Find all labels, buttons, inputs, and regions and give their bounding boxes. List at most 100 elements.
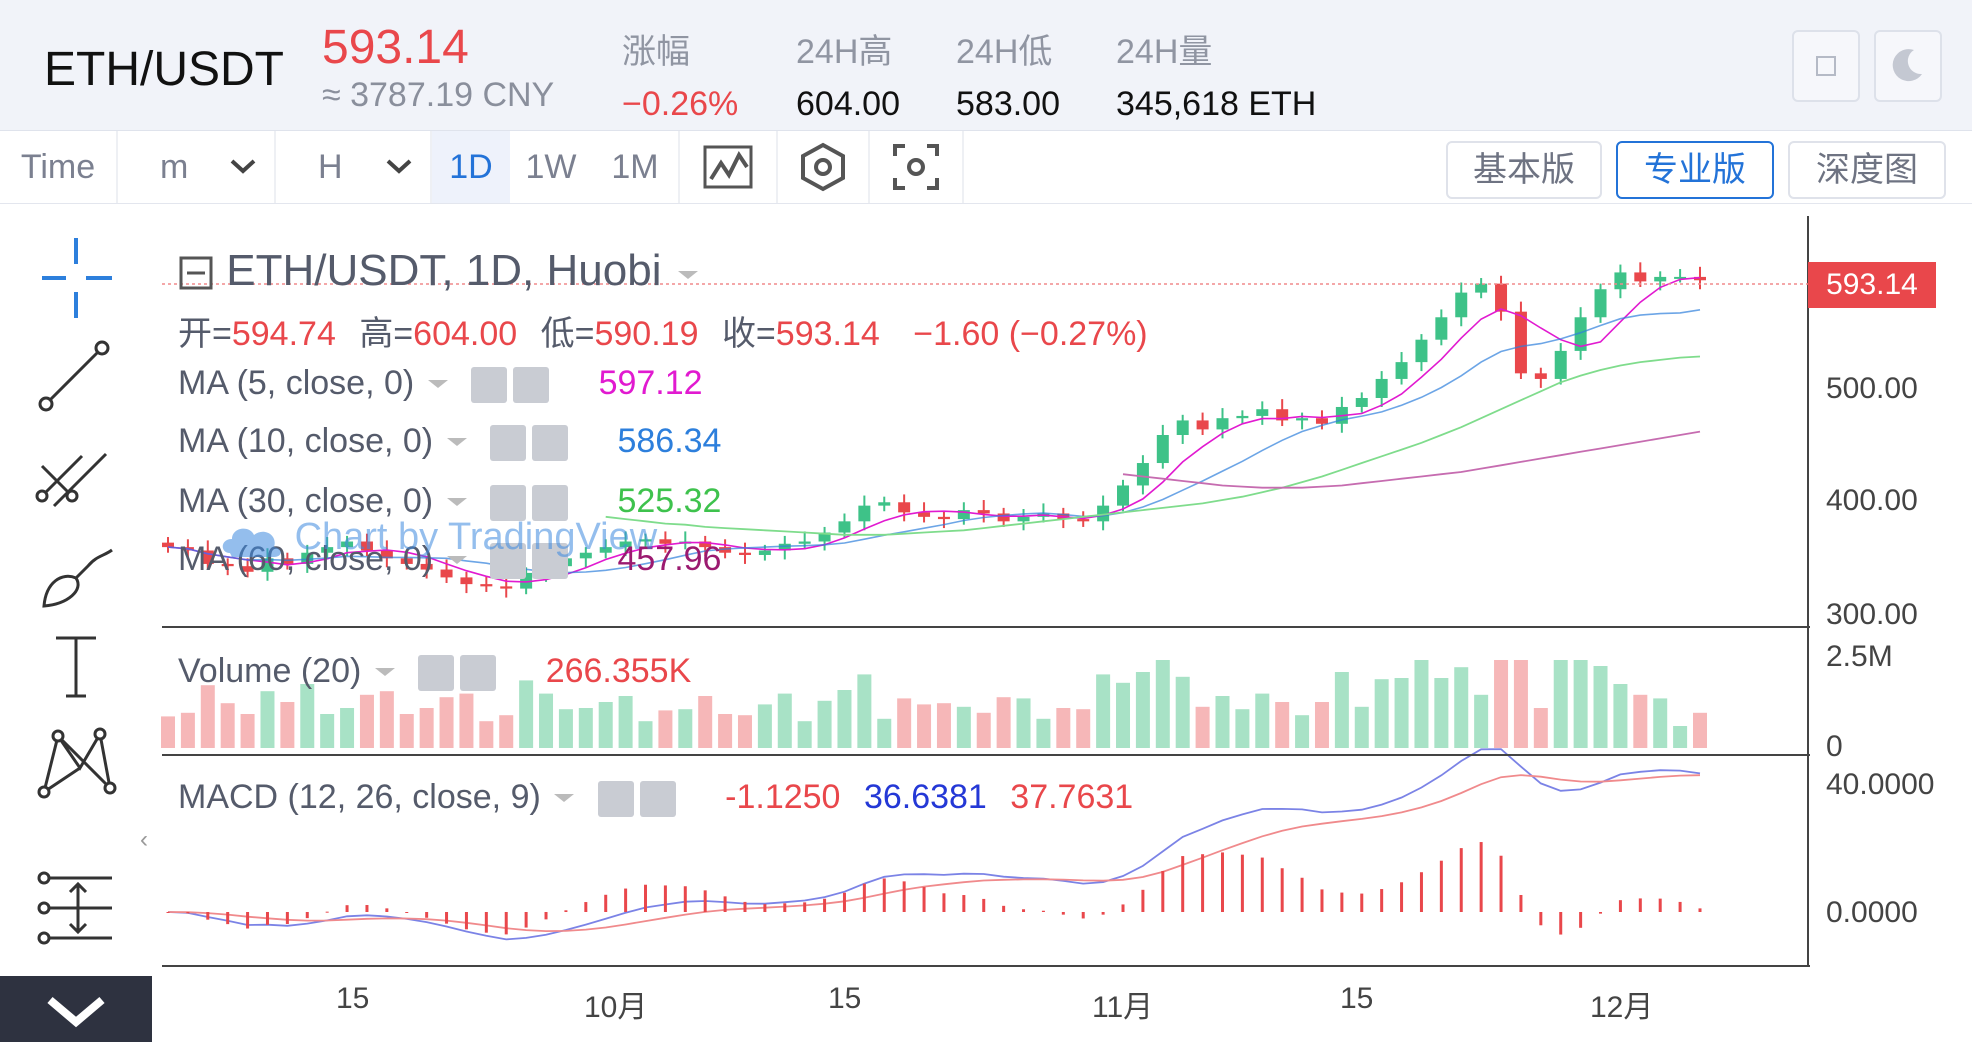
trend-line-tool[interactable] xyxy=(32,330,120,418)
candle-body xyxy=(281,558,294,564)
measure-tool[interactable] xyxy=(32,864,120,952)
macd-histogram-bar xyxy=(584,902,588,912)
volume-bar xyxy=(1275,702,1290,748)
gear-icon[interactable] xyxy=(418,655,455,692)
macd-histogram-bar xyxy=(624,888,628,912)
hour-dropdown[interactable]: H xyxy=(276,131,432,203)
time-button[interactable]: Time xyxy=(0,131,118,203)
basic-version-button[interactable]: 基本版 xyxy=(1446,141,1602,199)
volume-bar xyxy=(1613,684,1628,748)
candle-body xyxy=(440,569,453,578)
macd-axis-label: 0.0000 xyxy=(1826,896,1918,929)
candle-body xyxy=(1296,418,1309,421)
ma10-legend[interactable]: MA (10, close, 0) 586.34 xyxy=(178,422,721,462)
gear-icon[interactable] xyxy=(490,485,527,522)
macd-histogram-bar xyxy=(1101,912,1105,915)
measure-icon xyxy=(37,871,112,945)
volume-bar xyxy=(857,674,872,748)
volume-bar xyxy=(1334,672,1349,748)
volume-bar xyxy=(976,712,991,748)
crosshair-tool[interactable] xyxy=(32,234,120,322)
text-icon xyxy=(56,636,96,698)
gear-icon[interactable] xyxy=(490,543,527,580)
macd-histogram-bar xyxy=(1181,856,1185,912)
price-axis-label: 300.00 xyxy=(1826,598,1918,631)
macd-histogram-bar xyxy=(1041,910,1045,912)
settings-button[interactable] xyxy=(778,131,870,203)
close-value: 593.14 xyxy=(775,315,880,353)
volume-bar xyxy=(678,709,693,748)
gear-icon[interactable] xyxy=(490,425,527,462)
macd-histogram-bar xyxy=(504,912,508,935)
time-axis-label: 11月 xyxy=(1092,991,1154,1024)
trend-line-icon xyxy=(38,340,110,412)
candle-body xyxy=(1594,289,1607,318)
period-1m[interactable]: 1M xyxy=(592,131,680,203)
close-icon[interactable] xyxy=(639,781,676,818)
indicator-button[interactable] xyxy=(680,131,778,203)
fullscreen-button[interactable] xyxy=(1792,30,1860,102)
indicator-name: MA (60, close, 0) xyxy=(178,540,434,578)
text-tool[interactable] xyxy=(32,620,120,708)
candle-body xyxy=(898,502,911,513)
volume-bar xyxy=(439,697,454,748)
volume-bar xyxy=(1195,706,1210,748)
macd-axis-label: 40.0000 xyxy=(1826,768,1935,801)
close-icon[interactable] xyxy=(513,367,550,404)
volume-legend[interactable]: Volume (20) 266.355K xyxy=(178,652,691,692)
depth-chart-button[interactable]: 深度图 xyxy=(1788,141,1946,199)
ma30-line xyxy=(605,355,1701,536)
hexagon-settings-icon xyxy=(801,142,845,192)
macd-signal-line xyxy=(167,774,1701,933)
brush-icon xyxy=(42,548,113,608)
brush-tool[interactable] xyxy=(32,526,120,614)
volume-bar xyxy=(1553,660,1568,748)
candle-body xyxy=(599,547,612,553)
macd-histogram-bar xyxy=(723,896,727,912)
macd-histogram-bar xyxy=(1599,912,1603,914)
close-icon[interactable] xyxy=(532,425,569,462)
screenshot-button[interactable] xyxy=(870,131,964,203)
volume-bar xyxy=(1494,660,1509,748)
indicator-name: MA (5, close, 0) xyxy=(178,364,415,402)
low-value: 590.19 xyxy=(594,315,699,353)
volume-bar xyxy=(917,704,932,748)
candle-body xyxy=(1694,276,1706,281)
macd-histogram-bar xyxy=(1320,889,1324,912)
indicator-value: 525.32 xyxy=(617,482,722,520)
gear-icon[interactable] xyxy=(471,367,508,404)
pro-version-button[interactable]: 专业版 xyxy=(1616,141,1774,199)
macd-histogram-bar xyxy=(902,881,906,912)
toolbar-footer[interactable] xyxy=(0,976,152,1042)
ma5-legend[interactable]: MA (5, close, 0) 597.12 xyxy=(178,364,703,404)
theme-toggle-button[interactable] xyxy=(1874,30,1942,102)
macd-histogram-bar xyxy=(365,905,369,912)
chart-title[interactable]: ETH/USDT, 1D, Huobi xyxy=(178,246,702,296)
minute-dropdown[interactable]: m xyxy=(118,131,276,203)
period-1d[interactable]: 1D xyxy=(432,131,510,203)
collapse-toolbar-arrow[interactable]: ‹ xyxy=(140,826,148,853)
ma60-legend[interactable]: MA (60, close, 0) 457.96 xyxy=(178,540,721,580)
chevron-down-icon xyxy=(446,438,467,446)
hour-label: H xyxy=(318,148,343,186)
pattern-tool[interactable] xyxy=(32,716,120,804)
volume-bar xyxy=(320,714,335,748)
macd-histogram-bar xyxy=(1360,893,1364,912)
gear-icon[interactable] xyxy=(597,781,634,818)
period-1w[interactable]: 1W xyxy=(525,148,577,186)
price-axis-label: 400.00 xyxy=(1826,484,1918,517)
macd-histogram-bar xyxy=(305,912,309,919)
close-icon[interactable] xyxy=(532,485,569,522)
indicator-name: MA (10, close, 0) xyxy=(178,422,434,460)
volume-bar xyxy=(737,715,752,748)
ma30-legend[interactable]: MA (30, close, 0) 525.32 xyxy=(178,482,722,522)
ohlc-legend: 开=594.74 高=604.00 低=590.19 收=593.14 −1.6… xyxy=(178,306,1148,355)
close-icon[interactable] xyxy=(460,655,497,692)
pitchfork-tool[interactable] xyxy=(32,426,120,514)
volume-bar xyxy=(1513,660,1528,748)
macd-legend[interactable]: MACD (12, 26, close, 9) -1.1250 36.6381 … xyxy=(178,778,1133,818)
ticker-header: ETH/USDT 593.14 ≈ 3787.19 CNY 涨幅 −0.26% … xyxy=(0,0,1972,131)
close-icon[interactable] xyxy=(532,543,569,580)
macd-histogram-bar xyxy=(1141,889,1145,912)
